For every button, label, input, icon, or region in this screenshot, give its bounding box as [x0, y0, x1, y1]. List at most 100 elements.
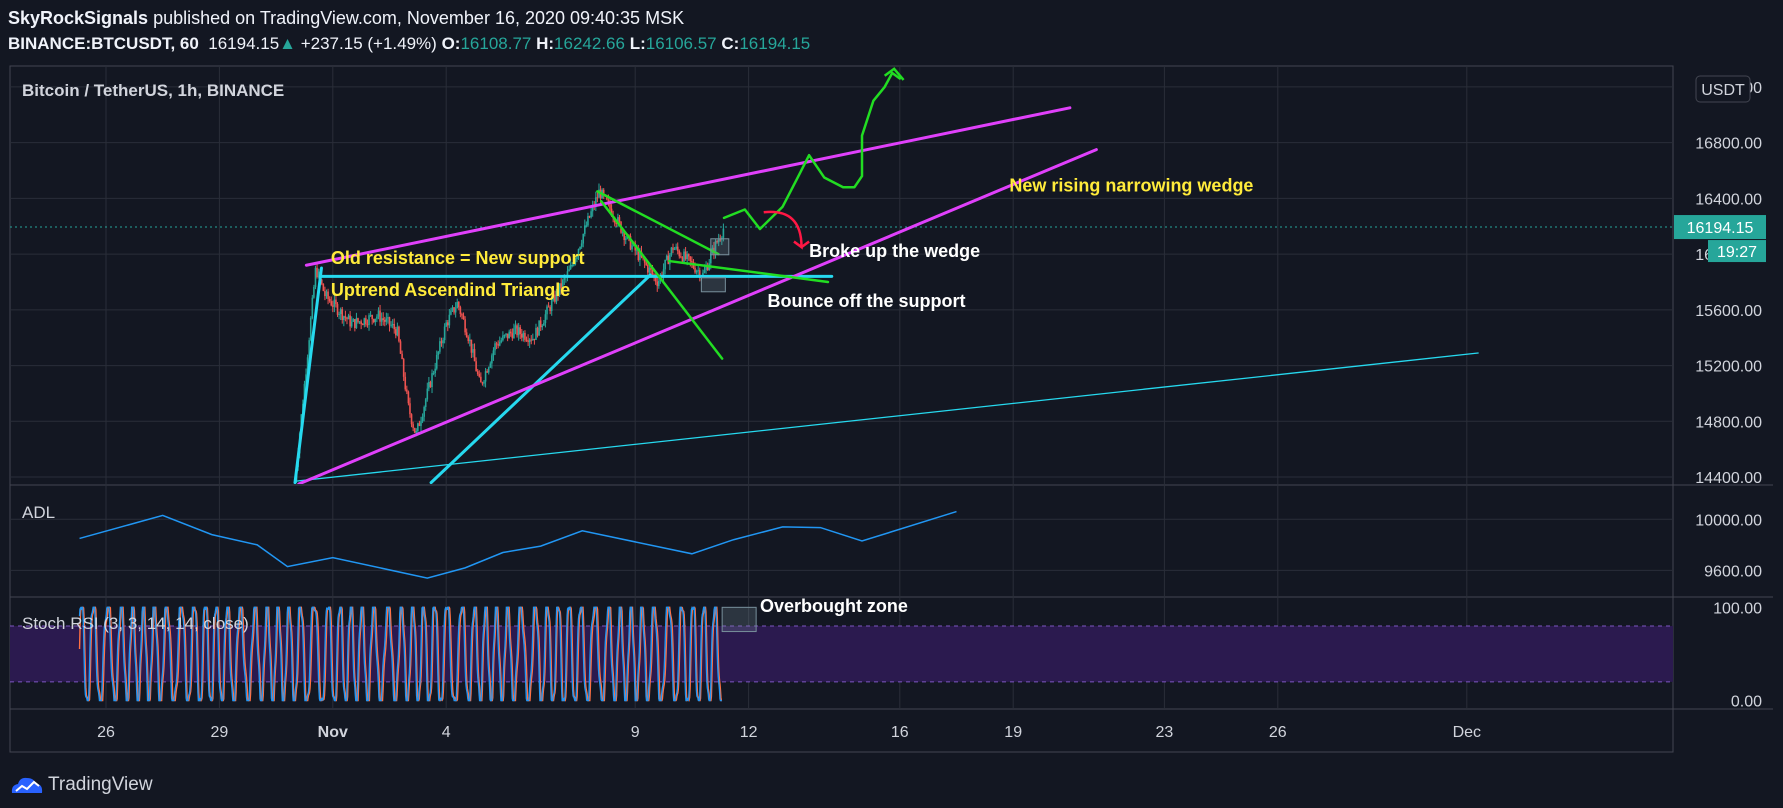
candle-body	[380, 318, 383, 322]
stoch-rsi-pane[interactable]: Overbought zone	[10, 596, 1673, 702]
candle-body	[558, 283, 561, 295]
adl-pane[interactable]	[79, 510, 957, 579]
candle-body	[470, 339, 473, 353]
axes: 26 29 Nov 4 9 12 16 19 23 26 Dec 14400.00 14800.00 15…	[97, 80, 1766, 741]
candle-body	[469, 339, 471, 341]
candle-body	[664, 259, 666, 270]
low-label: L:	[629, 34, 646, 53]
candle-body	[691, 260, 693, 263]
candle-body	[349, 315, 351, 327]
candle-body	[513, 328, 515, 339]
candle-body	[667, 255, 670, 265]
candle-body	[568, 269, 570, 272]
author-name[interactable]: SkyRockSignals	[8, 8, 149, 28]
candle-body	[618, 217, 621, 222]
candle-body	[442, 340, 444, 344]
projection-arrowhead[interactable]	[883, 67, 905, 81]
candle-body	[658, 280, 660, 287]
publish-line: SkyRockSignals published on TradingView.…	[8, 8, 684, 29]
candle-body	[413, 427, 416, 433]
candle-body	[417, 423, 419, 432]
grid	[10, 66, 1673, 709]
price-tick-label: 16800.00	[1695, 136, 1762, 153]
candle-body	[448, 314, 451, 326]
candle-body	[339, 309, 342, 315]
candle-body	[354, 319, 356, 329]
candle-body	[366, 324, 369, 326]
close-label: C:	[721, 34, 740, 53]
candle-body	[719, 239, 722, 241]
candle-body	[610, 208, 613, 216]
candle-body	[335, 299, 337, 305]
candle-body	[350, 321, 353, 327]
candle-body	[492, 350, 495, 356]
candle-body	[527, 340, 529, 343]
candle-body	[683, 251, 685, 262]
candle-body	[702, 272, 704, 277]
candle-body	[328, 298, 331, 302]
triangle-left-leg[interactable]	[293, 266, 323, 484]
candle-body	[475, 361, 477, 372]
price-tick-label: 14400.00	[1695, 470, 1762, 487]
x-tick-label: 23	[1156, 724, 1174, 741]
candle-body	[361, 324, 364, 326]
candle-body	[489, 363, 492, 368]
candle-body	[313, 286, 315, 298]
candle-body	[322, 283, 325, 291]
candle-body	[596, 197, 599, 199]
candle-body	[686, 254, 688, 260]
candle-body	[333, 299, 336, 307]
candle-body	[459, 307, 462, 314]
candle-body	[505, 333, 507, 336]
falling-wedge-upper[interactable]	[596, 190, 720, 256]
candle-body	[650, 267, 652, 270]
candle-body	[480, 376, 482, 383]
annotation-label: Old resistance = New support	[331, 248, 585, 268]
candle-body	[402, 359, 405, 377]
candle-body	[516, 325, 518, 336]
candle-body	[547, 306, 550, 308]
candle-body	[404, 376, 407, 390]
overbought-box[interactable]	[721, 606, 757, 633]
candle-body	[576, 255, 578, 260]
candle-body	[705, 266, 707, 271]
x-tick-label: 16	[891, 724, 909, 741]
candle-body	[681, 257, 684, 262]
triangle-rising-leg[interactable]	[429, 273, 652, 484]
candle-body	[645, 262, 648, 265]
candle-body	[396, 326, 399, 336]
retest-arrow[interactable]	[763, 210, 810, 250]
candle-body	[371, 315, 373, 320]
wedge-lower-line[interactable]	[297, 148, 1098, 484]
candle-body	[385, 318, 388, 322]
price-tick-label: 14800.00	[1695, 414, 1762, 431]
candle-body	[343, 316, 345, 320]
long-trendline[interactable]	[294, 352, 1479, 482]
candle-body	[588, 216, 591, 218]
candle-body	[420, 421, 422, 426]
candle-body	[497, 344, 499, 346]
currency-button[interactable]: USDT	[1695, 75, 1751, 103]
candle-body	[669, 254, 671, 265]
price-tick-label: 15200.00	[1695, 359, 1762, 376]
bounce-box[interactable]	[700, 277, 726, 293]
candle-body	[560, 283, 562, 289]
candle-body	[332, 305, 334, 307]
falling-wedge-lower[interactable]	[599, 199, 724, 360]
candle-body	[503, 335, 506, 337]
candle-body	[410, 414, 413, 425]
candle-body	[698, 270, 701, 278]
candle-body	[536, 327, 539, 336]
candle-body	[365, 318, 367, 325]
candle-body	[377, 310, 380, 317]
tradingview-brand[interactable]: TradingView	[48, 774, 153, 795]
projected-path[interactable]	[722, 71, 902, 231]
chart-canvas[interactable]: Old resistance = New support Uptrend Asce…	[0, 0, 1783, 760]
candle-body	[338, 314, 340, 316]
candle-body	[714, 241, 717, 254]
candle-body	[426, 388, 429, 400]
wedge-upper-line[interactable]	[304, 106, 1072, 267]
falling-wedge-support[interactable]	[667, 259, 830, 284]
main-pane[interactable]: Old resistance = New support Uptrend Asce…	[10, 67, 1673, 484]
breakout-box[interactable]	[710, 238, 730, 256]
